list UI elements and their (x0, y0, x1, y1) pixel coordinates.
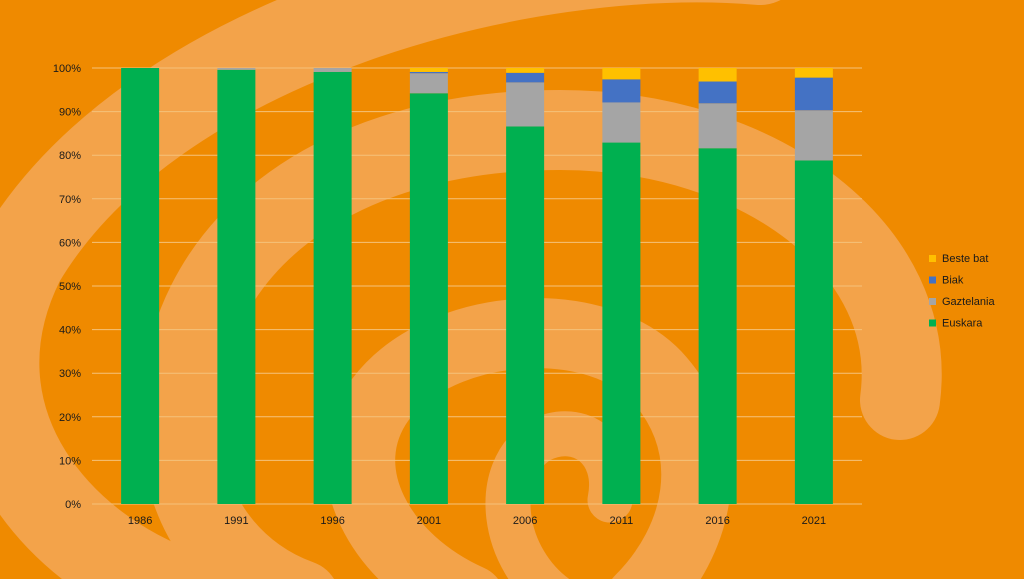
legend-swatch-gaztelania (929, 298, 936, 305)
legend-swatch-beste-bat (929, 255, 936, 262)
bars (121, 68, 833, 505)
y-tick-label: 0% (65, 499, 81, 511)
legend-swatch-euskara (929, 319, 936, 327)
bar-segment-biak-2016 (698, 81, 737, 104)
y-tick-label: 100% (53, 63, 81, 75)
y-tick-label: 50% (59, 281, 81, 293)
x-tick-label: 2021 (802, 515, 826, 527)
bar-segment-euskara-1986 (121, 68, 160, 504)
bar-segment-biak-2001 (409, 71, 448, 74)
bar-segment-euskara-2001 (409, 93, 448, 505)
bar-segment-euskara-1996 (313, 71, 352, 504)
legend-label: Euskara (942, 318, 983, 330)
y-tick-label: 40% (59, 325, 81, 337)
bar-segment-gaztelania-2011 (602, 102, 641, 143)
y-tick-label: 80% (59, 150, 81, 162)
y-tick-label: 70% (59, 194, 81, 206)
bar-segment-biak-2021 (794, 77, 833, 111)
y-tick-label: 30% (59, 368, 81, 380)
bar-segment-euskara-2011 (602, 142, 641, 504)
bar-segment-gaztelania-2001 (409, 73, 448, 94)
legend-swatch-biak (929, 276, 936, 284)
legend-label: Beste bat (942, 253, 988, 265)
bar-segment-beste-bat-2011 (602, 68, 641, 80)
bar-segment-biak-2006 (506, 72, 545, 83)
bar-segment-gaztelania-2021 (794, 110, 833, 161)
x-tick-label: 1996 (320, 515, 344, 527)
x-tick-label: 2016 (705, 515, 729, 527)
legend-label: Gaztelania (942, 296, 995, 308)
x-tick-label: 2011 (610, 515, 634, 527)
bar-segment-euskara-2021 (794, 160, 833, 504)
legend: Beste bat Biak Gaztelania Euskara (929, 253, 995, 330)
bar-segment-euskara-2016 (698, 148, 737, 504)
y-tick-label: 10% (59, 455, 81, 467)
bar-segment-gaztelania-2016 (698, 103, 737, 149)
x-tick-label: 2006 (513, 515, 537, 527)
bar-segment-beste-bat-2016 (698, 68, 737, 82)
bar-segment-beste-bat-2021 (794, 68, 833, 78)
x-tick-label: 2001 (417, 515, 441, 527)
bar-segment-gaztelania-2006 (506, 82, 545, 127)
bar-segment-beste-bat-2006 (506, 68, 545, 73)
y-axis-ticks: 0% 10% 20% 30% 40% 50% 60% 70% 80% 90% 100% (53, 63, 81, 511)
legend-label: Biak (942, 275, 964, 287)
bar-segment-euskara-1991 (217, 69, 256, 504)
bar-segment-euskara-2006 (506, 126, 545, 504)
bar-segment-biak-2011 (602, 79, 641, 103)
bar-segment-beste-bat-2001 (409, 68, 448, 72)
x-axis-ticks: 1986 1991 1996 2001 2006 2011 2016 2021 (128, 515, 826, 527)
y-tick-label: 90% (59, 107, 81, 119)
x-tick-label: 1991 (224, 515, 248, 527)
y-tick-label: 60% (59, 237, 81, 249)
bar-segment-gaztelania-1991 (217, 68, 256, 70)
bar-segment-gaztelania-1996 (313, 68, 352, 72)
x-tick-label: 1986 (128, 515, 152, 527)
y-tick-label: 20% (59, 412, 81, 424)
gridlines (92, 67, 862, 505)
